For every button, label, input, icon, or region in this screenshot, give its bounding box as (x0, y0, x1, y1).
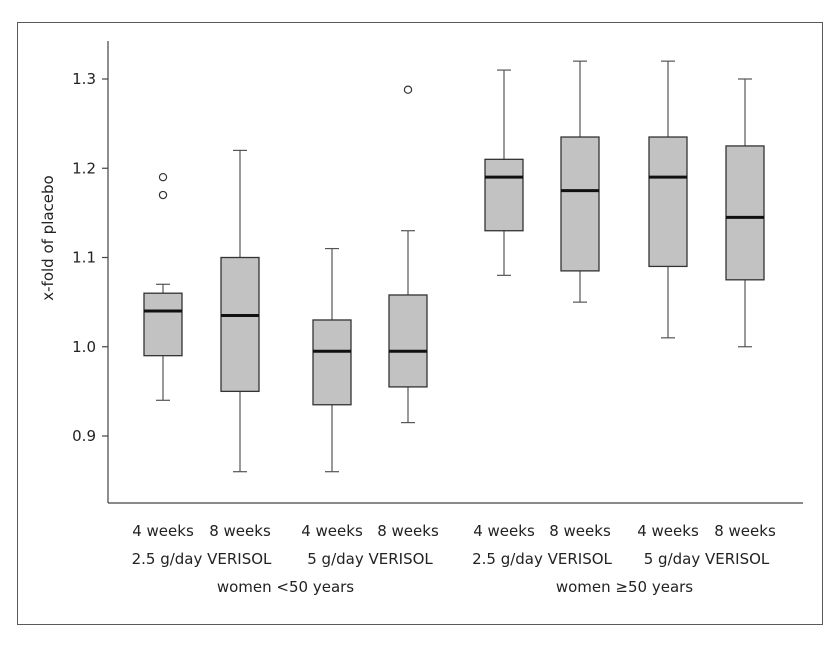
time-label: 8 weeks (209, 522, 271, 540)
box-7 (648, 60, 688, 339)
dose-label: 5 g/day VERISOL (644, 550, 770, 568)
y-tick-label: 0.9 (72, 427, 96, 445)
time-label: 4 weeks (301, 522, 363, 540)
box-2 (220, 149, 260, 473)
box-iqr (143, 292, 183, 357)
time-label: 4 weeks (473, 522, 535, 540)
box-3 (312, 247, 352, 473)
y-tick-label: 1.3 (72, 70, 96, 88)
box-plot-chart: 0.9 1.0 1.1 1.2 1.3 4 weeks 8 weeks 4 weeks 8 w… (39, 41, 803, 596)
box-5 (484, 69, 524, 276)
age-group-label: women ≥50 years (556, 578, 693, 596)
figure-frame: 0.9 1.0 1.1 1.2 1.3 4 weeks 8 weeks 4 weeks 8 w… (17, 22, 823, 625)
box-8 (725, 78, 765, 348)
outlier-point (158, 190, 168, 200)
box-iqr (312, 319, 352, 406)
time-label: 8 weeks (549, 522, 611, 540)
dose-label: 5 g/day VERISOL (307, 550, 433, 568)
y-tick-label: 1.0 (72, 338, 96, 356)
outlier-point (158, 172, 168, 182)
time-label: 8 weeks (377, 522, 439, 540)
box-iqr (725, 145, 765, 281)
box-6 (560, 60, 600, 303)
box-iqr (388, 294, 428, 388)
outlier-point (403, 85, 413, 94)
dose-label: 2.5 g/day VERISOL (132, 550, 272, 568)
box-4 (388, 85, 428, 424)
x-category-labels: 4 weeks 8 weeks 4 weeks 8 weeks 4 weeks 8 wee… (132, 522, 776, 596)
y-ticks: 0.9 1.0 1.1 1.2 1.3 (72, 70, 108, 445)
y-tick-label: 1.2 (72, 159, 96, 177)
box-1 (143, 172, 183, 401)
box-iqr (220, 256, 260, 393)
box-iqr (560, 136, 600, 272)
time-label: 8 weeks (714, 522, 776, 540)
dose-label: 2.5 g/day VERISOL (472, 550, 612, 568)
box-iqr (484, 158, 524, 232)
box-iqr (648, 136, 688, 268)
time-label: 4 weeks (637, 522, 699, 540)
age-group-label: women <50 years (217, 578, 354, 596)
time-label: 4 weeks (132, 522, 194, 540)
boxes (143, 60, 765, 473)
y-axis-label: x-fold of placebo (39, 175, 57, 301)
y-tick-label: 1.1 (72, 249, 96, 267)
